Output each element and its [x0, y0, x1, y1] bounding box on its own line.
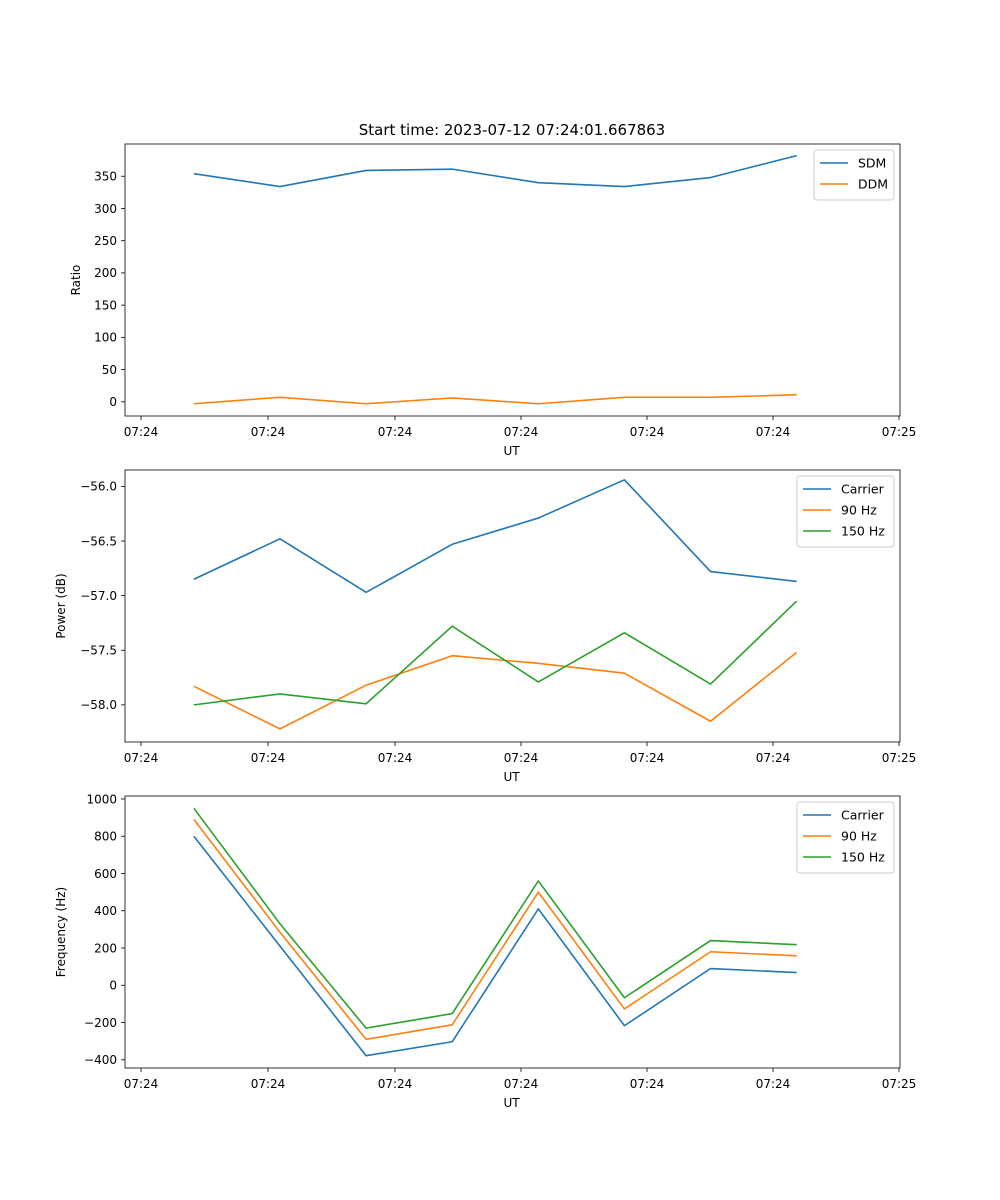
- legend: SDM DDM: [813, 149, 895, 201]
- legend-label-90-hz: 90 Hz: [841, 829, 877, 844]
- y-tick-label: −57.5: [80, 644, 117, 658]
- frequency-panel: 07:24 07:24 07:24 07:24 07:24 07:24 07:25 −400 −…: [54, 792, 916, 1110]
- y-axis-label: Frequency (Hz): [54, 887, 68, 978]
- y-tick-label: 600: [94, 867, 117, 881]
- x-tick-label: 07:24: [378, 1077, 413, 1091]
- plot-frame: [124, 143, 901, 417]
- x-tick-label: 07:25: [882, 425, 917, 439]
- legend-label-carrier: Carrier: [841, 808, 885, 823]
- x-tick-label: 07:24: [630, 425, 665, 439]
- y-tick-label: 800: [94, 830, 117, 844]
- y-tick-label: 0: [109, 395, 117, 409]
- x-tick-label: 07:24: [756, 751, 791, 765]
- plot-frame: [124, 469, 901, 743]
- x-tick-label: 07:24: [630, 1077, 665, 1091]
- x-tick-label: 07:24: [504, 1077, 539, 1091]
- legend: Carrier 90 Hz 150 Hz: [796, 801, 895, 874]
- legend-label-carrier: Carrier: [841, 482, 885, 497]
- y-tick-label: 0: [109, 979, 117, 993]
- x-tick-label: 07:24: [251, 425, 286, 439]
- x-tick-label: 07:24: [251, 751, 286, 765]
- y-tick-label: 350: [94, 170, 117, 184]
- y-axis-label: Power (dB): [54, 573, 68, 638]
- x-tick-label: 07:24: [378, 425, 413, 439]
- figure-title: Start time: 2023-07-12 07:24:01.667863: [359, 121, 665, 139]
- legend: Carrier 90 Hz 150 Hz: [796, 475, 895, 548]
- x-tick-label: 07:24: [504, 425, 539, 439]
- y-tick-label: −200: [84, 1016, 117, 1030]
- legend-label-150-hz: 150 Hz: [841, 524, 885, 539]
- legend-label-sdm: SDM: [858, 156, 886, 171]
- x-tick-label: 07:24: [630, 751, 665, 765]
- y-tick-label: 300: [94, 202, 117, 216]
- y-axis-label: Ratio: [69, 265, 83, 296]
- series-line-90-hz: [193, 818, 797, 1041]
- x-tick-label: 07:24: [124, 425, 159, 439]
- power-panel: 07:24 07:24 07:24 07:24 07:24 07:24 07:25 −58.0…: [54, 469, 917, 784]
- y-tick-label: 250: [94, 234, 117, 248]
- y-tick-label: 1000: [86, 792, 117, 806]
- series-line-150-hz: [193, 600, 798, 706]
- y-tick-label: 50: [102, 363, 117, 377]
- x-axis-label: UT: [503, 444, 520, 458]
- ratio-panel: 07:24 07:24 07:24 07:24 07:24 07:24 07:25 0 50 10…: [69, 143, 917, 458]
- y-tick-label: −56.5: [80, 534, 117, 548]
- y-tick-label: 200: [94, 941, 117, 955]
- x-tick-label: 07:24: [504, 751, 539, 765]
- series-line-carrier: [193, 835, 797, 1057]
- x-tick-label: 07:24: [251, 1077, 286, 1091]
- series-line-90-hz: [193, 651, 798, 730]
- series-line-150-hz: [193, 807, 797, 1029]
- y-tick-label: −400: [84, 1053, 117, 1067]
- x-tick-label: 07:24: [756, 1077, 791, 1091]
- x-tick-label: 07:25: [882, 751, 917, 765]
- legend-box: [796, 475, 895, 548]
- series-line-carrier: [193, 479, 797, 594]
- legend-label-90-hz: 90 Hz: [841, 503, 877, 518]
- y-tick-label: 150: [94, 298, 117, 312]
- x-tick-label: 07:24: [124, 751, 159, 765]
- y-tick-label: −57.0: [80, 589, 117, 603]
- y-tick-label: −58.0: [80, 698, 117, 712]
- series-line-sdm: [193, 154, 797, 188]
- y-tick-label: −56.0: [80, 480, 117, 494]
- series-line-ddm: [193, 393, 797, 405]
- x-tick-label: 07:24: [124, 1077, 159, 1091]
- x-axis-label: UT: [503, 1096, 520, 1110]
- legend-label-ddm: DDM: [858, 177, 888, 192]
- y-tick-label: 400: [94, 904, 117, 918]
- y-tick-label: 200: [94, 266, 117, 280]
- legend-box: [796, 801, 895, 874]
- x-tick-label: 07:25: [882, 1077, 917, 1091]
- y-tick-label: 100: [94, 331, 117, 345]
- x-axis-label: UT: [503, 770, 520, 784]
- legend-label-150-hz: 150 Hz: [841, 850, 885, 865]
- plot-frame: [124, 795, 901, 1069]
- x-tick-label: 07:24: [756, 425, 791, 439]
- x-tick-label: 07:24: [378, 751, 413, 765]
